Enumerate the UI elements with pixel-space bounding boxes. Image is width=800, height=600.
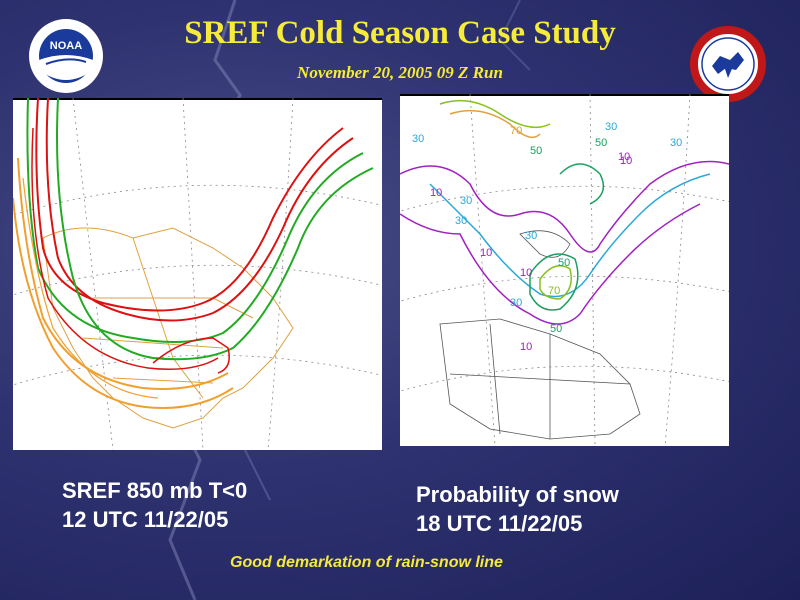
contour-label: 50 (558, 257, 570, 269)
right-caption-line1: Probability of snow (416, 482, 619, 507)
contour-label: 50 (530, 145, 542, 157)
contour-label: 30 (460, 195, 472, 207)
contour-label: 10 (618, 151, 630, 163)
slide-title: SREF Cold Season Case Study (184, 15, 616, 51)
contour-label: 50 (550, 323, 562, 335)
contour-label: 30 (525, 230, 537, 242)
contour-label: 10 (430, 187, 442, 199)
noaa-logo-text: NOAA (50, 40, 82, 52)
contour-label: 10 (520, 341, 532, 353)
contour-label: 30 (670, 137, 682, 149)
contour-label: 30 (605, 121, 617, 133)
contour-label: 30 (412, 133, 424, 145)
contour-label: 10 (620, 155, 632, 167)
noaa-logo: NOAA (29, 19, 103, 93)
contour-label: 10 (480, 247, 492, 259)
right-caption-line2: 18 UTC 11/22/05 (416, 511, 583, 536)
contour-label: 30 (510, 297, 522, 309)
contour-label: 30 (455, 215, 467, 227)
right-map-caption: Probability of snow 18 UTC 11/22/05 (416, 480, 619, 538)
slide-footer: Good demarkation of rain-snow line (230, 554, 503, 571)
slide-subtitle: November 20, 2005 09 Z Run (297, 63, 503, 82)
contour-label: 70 (548, 285, 560, 297)
left-caption-line1: SREF 850 mb T<0 (62, 478, 248, 503)
temperature-map (13, 98, 382, 450)
contour-label: 70 (510, 125, 522, 137)
left-caption-line2: 12 UTC 11/22/05 (62, 507, 229, 532)
contour-label: 50 (595, 137, 607, 149)
left-map-caption: SREF 850 mb T<0 12 UTC 11/22/05 (62, 476, 247, 534)
snow-probability-map: 30 70 50 30 10 10 30 30 10 10 30 50 30 7… (400, 94, 729, 446)
contour-label: 10 (520, 267, 532, 279)
